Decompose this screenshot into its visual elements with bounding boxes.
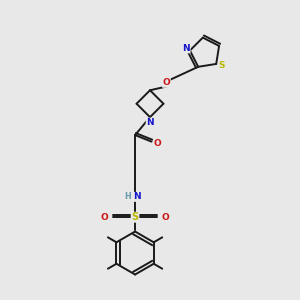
- Text: N: N: [133, 192, 140, 201]
- Text: S: S: [131, 212, 139, 222]
- Text: O: O: [163, 78, 170, 87]
- Text: H: H: [124, 192, 131, 201]
- Text: N: N: [182, 44, 190, 53]
- Text: O: O: [100, 213, 108, 222]
- Text: S: S: [218, 61, 225, 70]
- Text: O: O: [162, 213, 170, 222]
- Text: O: O: [154, 139, 161, 148]
- Text: N: N: [146, 118, 154, 127]
